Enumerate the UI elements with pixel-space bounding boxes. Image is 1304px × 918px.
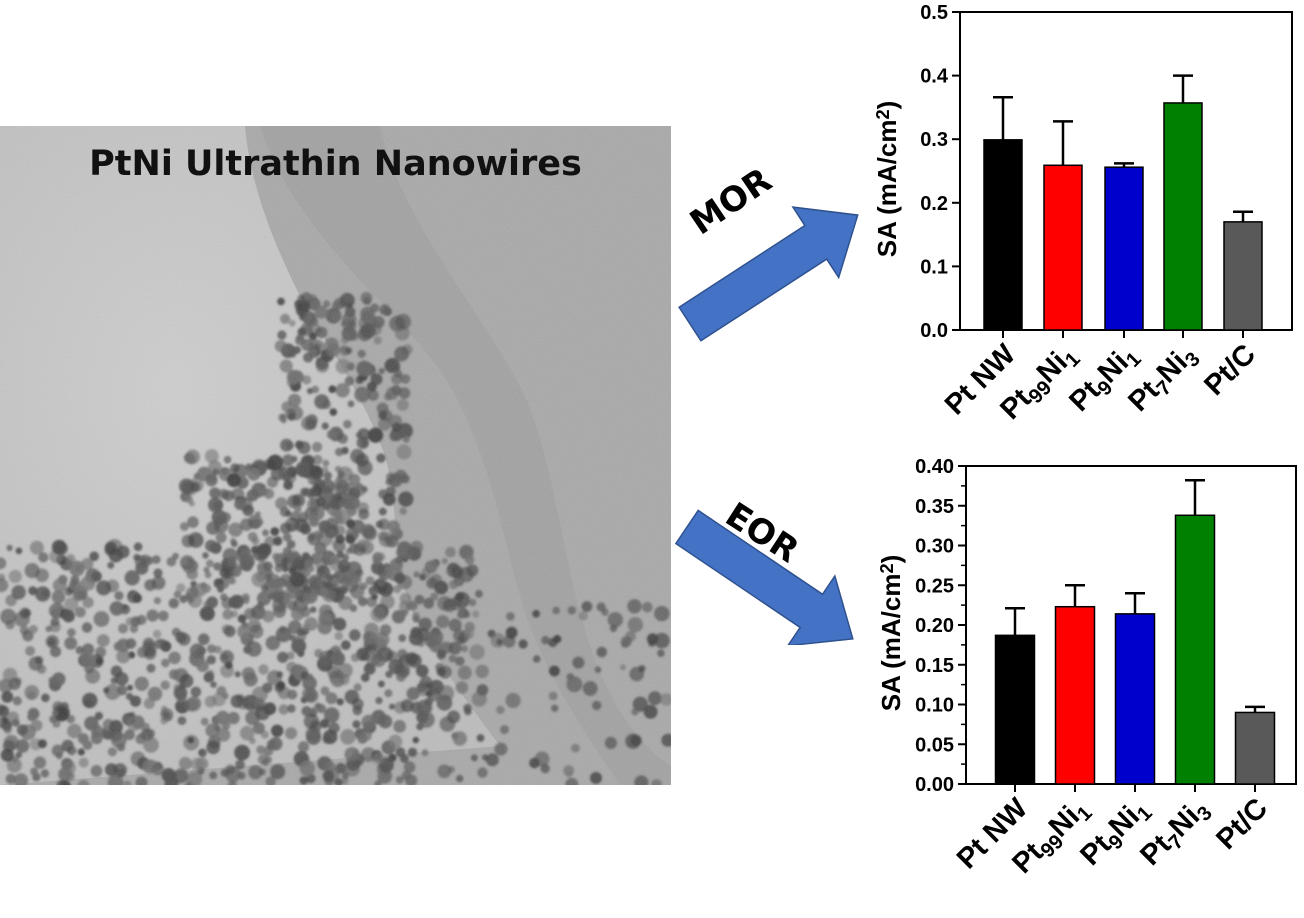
- x-tick-label: Pt/C: [1198, 338, 1262, 402]
- bar: [1223, 221, 1263, 331]
- nanowire-texture: [0, 126, 671, 785]
- y-axis-label-part: 2: [873, 109, 893, 119]
- eor-bar-chart: 0.00 0.05 0.10 0.15 0.20 0.25 0.30 0.35 0.40 SA (…: [860, 455, 1304, 913]
- x-tick-label: Pt7Ni3: [1134, 792, 1216, 874]
- x-tick-label-part: Pt/C: [1198, 338, 1262, 402]
- x-tick-label-part: Pt/C: [1210, 792, 1274, 856]
- y-axis-label-part: 2: [877, 563, 897, 573]
- y-axis-label: SA (mA/cm2): [872, 101, 902, 258]
- eor-arrow-shape: [675, 509, 854, 645]
- mor-bar-chart: 0.0 0.1 0.2 0.3 0.4 0.5 SA (mA/cm2) Pt NW Pt99Ni…: [860, 0, 1304, 460]
- y-tick-label: 0.3: [920, 129, 948, 151]
- y-axis-label: SA (mA/cm2): [876, 555, 906, 712]
- y-axis-label-part: SA (mA/cm: [876, 574, 906, 712]
- y-tick-label: 0.5: [920, 2, 948, 24]
- y-tick-label: 0.20: [915, 615, 954, 637]
- y-tick-label: 0.05: [915, 734, 954, 756]
- x-tick-label: Pt/C: [1210, 792, 1274, 856]
- eor-arrow: [675, 505, 870, 645]
- tem-micrograph: PtNi Ultrathin Nanowires: [0, 126, 671, 785]
- y-tick-label: 0.2: [920, 193, 948, 215]
- x-tick-label: Pt9Ni1: [1074, 792, 1156, 874]
- y-axis-label-part: SA (mA/cm: [872, 120, 902, 258]
- y-axis-label-part: ): [876, 555, 906, 564]
- image-title: PtNi Ultrathin Nanowires: [89, 144, 582, 184]
- bar: [1234, 711, 1276, 785]
- y-tick-label: 0.4: [920, 66, 949, 88]
- y-tick-label: 0.30: [915, 536, 954, 558]
- mor-arrow-shape: [678, 206, 859, 342]
- y-tick-label: 0.10: [915, 695, 954, 717]
- bar: [1043, 164, 1083, 331]
- bar: [1114, 613, 1156, 785]
- x-tick-label: Pt9Ni1: [1063, 338, 1145, 420]
- y-tick-label: 0.1: [920, 256, 948, 278]
- y-tick-label: 0.00: [915, 774, 954, 796]
- x-tick-label: Pt7Ni3: [1122, 338, 1204, 420]
- bar: [1054, 605, 1096, 785]
- mor-arrow: [675, 196, 865, 346]
- y-axis-label-part: ): [872, 101, 902, 110]
- y-tick-label: 0.15: [915, 655, 954, 677]
- bar: [1163, 102, 1203, 331]
- bar: [1104, 166, 1144, 331]
- bar: [994, 634, 1036, 785]
- y-tick-label: 0.40: [915, 456, 954, 478]
- y-tick-label: 0.25: [915, 575, 954, 597]
- bar: [1174, 514, 1216, 785]
- y-tick-label: 0.35: [915, 496, 954, 518]
- bar: [983, 139, 1023, 331]
- y-tick-label: 0.0: [920, 320, 948, 342]
